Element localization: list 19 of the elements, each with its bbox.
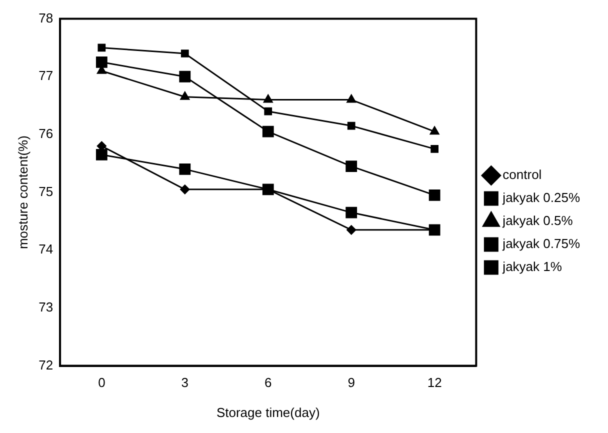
x-tick-label: 3 bbox=[181, 375, 189, 390]
legend-label: jakyak 0.25% bbox=[502, 190, 580, 206]
y-tick-label: 73 bbox=[38, 300, 54, 315]
x-tick-label: 12 bbox=[427, 375, 442, 390]
y-tick-label: 72 bbox=[38, 357, 54, 372]
y-tick-label: 75 bbox=[38, 184, 54, 199]
y-tick-label: 77 bbox=[38, 68, 54, 84]
y-axis-title: mosture content(%) bbox=[15, 136, 30, 250]
x-tick-label: 6 bbox=[264, 375, 272, 390]
y-tick-label: 74 bbox=[38, 242, 54, 257]
y-tick-label: 78 bbox=[38, 10, 54, 26]
x-tick-label: 0 bbox=[98, 375, 106, 390]
x-axis-title: Storage time(day) bbox=[216, 404, 320, 420]
y-tick-label: 76 bbox=[38, 126, 54, 142]
legend-label: jakyak 1% bbox=[502, 259, 562, 274]
legend-label: control bbox=[502, 167, 542, 182]
legend-label: jakyak 0.75% bbox=[502, 236, 580, 252]
x-tick-label: 9 bbox=[348, 375, 355, 390]
legend-label: jakyak 0.5% bbox=[502, 213, 574, 228]
